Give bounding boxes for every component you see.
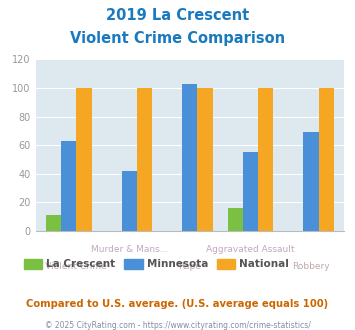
Bar bbox=[182, 84, 197, 231]
Text: Robbery: Robbery bbox=[292, 262, 330, 271]
Bar bbox=[122, 171, 137, 231]
Bar bbox=[304, 132, 319, 231]
Bar bbox=[319, 88, 334, 231]
Bar bbox=[243, 152, 258, 231]
Bar bbox=[228, 208, 243, 231]
Text: Aggravated Assault: Aggravated Assault bbox=[206, 245, 295, 254]
Text: 2019 La Crescent: 2019 La Crescent bbox=[106, 8, 249, 23]
Bar bbox=[197, 88, 213, 231]
Bar bbox=[46, 215, 61, 231]
Text: Murder & Mans...: Murder & Mans... bbox=[91, 245, 168, 254]
Text: Violent Crime Comparison: Violent Crime Comparison bbox=[70, 31, 285, 46]
Bar bbox=[258, 88, 273, 231]
Text: © 2025 CityRating.com - https://www.cityrating.com/crime-statistics/: © 2025 CityRating.com - https://www.city… bbox=[45, 321, 310, 330]
Text: Rape: Rape bbox=[179, 262, 201, 271]
Text: Compared to U.S. average. (U.S. average equals 100): Compared to U.S. average. (U.S. average … bbox=[26, 299, 329, 309]
Text: All Violent Crime: All Violent Crime bbox=[31, 262, 107, 271]
Bar bbox=[61, 141, 76, 231]
Bar bbox=[137, 88, 152, 231]
Legend: La Crescent, Minnesota, National: La Crescent, Minnesota, National bbox=[20, 255, 294, 274]
Bar bbox=[76, 88, 92, 231]
